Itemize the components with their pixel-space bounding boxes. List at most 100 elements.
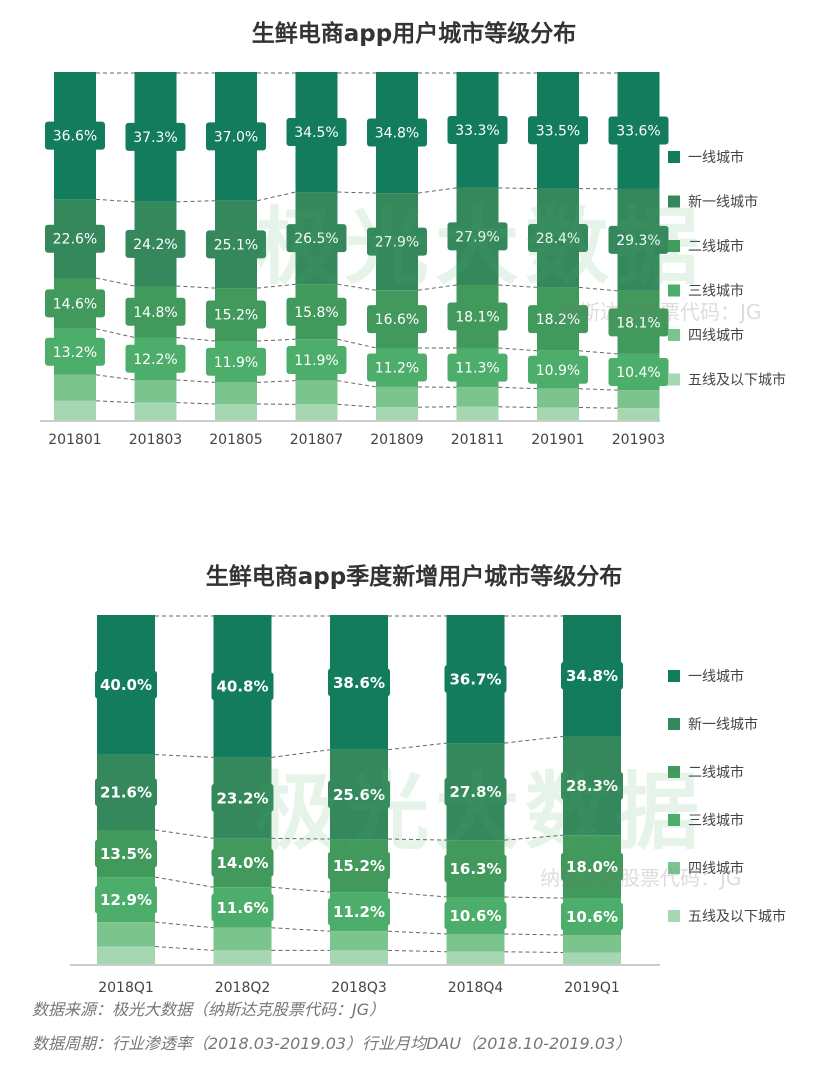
bar-1-201809-s4	[376, 386, 418, 408]
bar-1-201801-s5	[54, 400, 96, 420]
bar-1-201803-s4	[134, 379, 177, 403]
data-label-1-6-s3: 10.9%	[536, 363, 580, 379]
footer-period: 数据周期：行业渗透率（2018.03-2019.03）行业月均DAU（2018.…	[32, 1034, 632, 1053]
data-label-1-0-s1: 22.6%	[53, 232, 97, 248]
data-label-1-0-s2: 14.6%	[53, 296, 97, 312]
x-tick-label-2-1: 2018Q2	[215, 980, 271, 996]
data-label-1-2-s0: 37.0%	[214, 129, 258, 145]
data-label-bg-1-6-s3	[528, 355, 588, 384]
data-label-bg-1-2-s1	[206, 230, 266, 259]
data-label-bg-2-0-s1	[95, 778, 157, 807]
legend-label-2-3: 三线城市	[688, 812, 744, 829]
data-label-bg-2-4-s0	[561, 661, 623, 690]
bar-2-2018Q2-s5	[213, 950, 272, 964]
data-label-2-3-s2: 16.3%	[449, 860, 501, 878]
legend-label-2-5: 五线及以下城市	[688, 908, 786, 925]
connector-2-s3-1	[271, 886, 331, 893]
data-label-2-2-s0: 38.6%	[333, 674, 385, 692]
x-tick-label-2-3: 2018Q4	[448, 980, 504, 996]
data-label-2-2-s2: 15.2%	[333, 857, 385, 875]
data-label-2-3-s3: 10.6%	[449, 907, 501, 925]
legend-label-2-2: 二线城市	[688, 764, 744, 781]
bar-2-2019Q1-s5	[563, 952, 621, 964]
connector-2-s4-2	[387, 930, 447, 935]
data-label-1-3-s3: 11.9%	[294, 353, 338, 369]
legend-swatch-1-5	[668, 373, 680, 386]
legend-swatch-1-2	[668, 240, 680, 252]
data-label-bg-2-1-s1	[211, 783, 274, 812]
data-label-bg-2-2-s3	[328, 897, 390, 926]
data-label-bg-1-5-s3	[447, 353, 508, 382]
data-label-2-4-s1: 28.3%	[566, 777, 618, 795]
bar-2-2018Q3-s5	[330, 950, 388, 964]
x-tick-label-1-6: 201901	[531, 432, 584, 448]
data-label-2-1-s1: 23.2%	[216, 789, 268, 807]
legend-label-2-4: 四线城市	[688, 860, 744, 877]
data-label-2-2-s1: 25.6%	[333, 786, 385, 804]
x-tick-label-1-7: 201903	[612, 432, 665, 448]
data-label-1-4-s2: 16.6%	[375, 312, 419, 328]
data-label-1-1-s3: 12.2%	[133, 352, 177, 368]
data-label-bg-1-5-s1	[447, 222, 508, 251]
data-label-bg-2-2-s1	[328, 780, 390, 809]
data-label-bg-1-5-s0	[447, 115, 508, 144]
data-label-bg-1-4-s0	[367, 118, 427, 147]
connector-2-s2-3	[504, 834, 564, 841]
data-label-1-0-s0: 36.6%	[53, 129, 97, 145]
legend-swatch-1-3	[668, 284, 680, 297]
data-label-2-0-s0: 40.0%	[100, 676, 152, 694]
connector-2-s4-3	[504, 933, 564, 936]
x-tick-label-1-4: 201809	[370, 432, 423, 448]
data-label-1-3-s1: 26.5%	[294, 231, 338, 247]
legend-swatch-1-4	[668, 329, 680, 341]
data-label-2-4-s0: 34.8%	[566, 667, 618, 685]
legend-swatch-1-0	[668, 151, 680, 163]
bar-2-2019Q1-s4	[563, 935, 621, 953]
x-tick-label-1-5: 201811	[451, 432, 504, 448]
bar-1-201807-s5	[295, 404, 338, 420]
data-label-2-1-s0: 40.8%	[216, 678, 268, 696]
data-label-2-2-s3: 11.2%	[333, 903, 385, 921]
bar-1-201807-s4	[295, 380, 338, 405]
data-label-bg-1-0-s1	[45, 224, 105, 253]
connector-2-s2-0	[154, 829, 214, 839]
data-label-1-7-s1: 29.3%	[616, 233, 660, 249]
data-label-2-3-s0: 36.7%	[449, 670, 501, 688]
bar-1-201811-s4	[456, 387, 499, 407]
connector-2-s5-0	[154, 946, 214, 951]
data-label-bg-2-0-s2	[95, 839, 157, 868]
data-label-bg-2-3-s1	[444, 777, 507, 806]
data-label-1-2-s2: 15.2%	[214, 308, 258, 324]
legend-swatch-2-5	[668, 910, 680, 922]
data-label-bg-1-3-s3	[286, 345, 347, 374]
data-label-1-2-s1: 25.1%	[214, 237, 258, 253]
data-label-1-6-s2: 18.2%	[536, 312, 580, 328]
data-label-bg-2-2-s0	[328, 668, 390, 697]
data-label-bg-1-2-s2	[206, 300, 266, 329]
data-label-bg-2-4-s2	[561, 852, 623, 881]
data-label-1-7-s2: 18.1%	[616, 315, 660, 331]
connector-2-s3-3	[504, 896, 564, 899]
connector-2-s1-2	[387, 742, 447, 751]
x-tick-label-2-0: 2018Q1	[98, 980, 154, 996]
data-label-bg-1-3-s1	[286, 224, 347, 253]
legend-label-1-4: 四线城市	[688, 327, 744, 344]
bar-2-2018Q3-s4	[330, 931, 388, 951]
data-label-1-5-s0: 33.3%	[455, 123, 499, 139]
data-label-1-5-s2: 18.1%	[455, 310, 499, 326]
x-tick-label-1-1: 201803	[129, 432, 182, 448]
bar-1-201903-s4	[617, 390, 660, 409]
bar-1-201811-s5	[456, 406, 499, 420]
chart-1: 36.6% 22.6% 14.6% 13.2% 201801 37.3% 24.2% 14.8…	[40, 72, 786, 448]
data-label-bg-1-2-s0	[206, 122, 266, 151]
data-label-bg-1-1-s1	[125, 229, 186, 258]
data-label-2-0-s1: 21.6%	[100, 784, 152, 802]
data-label-2-4-s2: 18.0%	[566, 858, 618, 876]
data-label-2-4-s3: 10.6%	[566, 908, 618, 926]
data-label-bg-1-1-s0	[125, 122, 186, 151]
legend-swatch-2-4	[668, 862, 680, 874]
data-label-1-1-s2: 14.8%	[133, 305, 177, 321]
data-label-bg-1-7-s1	[608, 225, 669, 254]
data-label-1-6-s0: 33.5%	[536, 123, 580, 139]
footer-source: 数据来源：极光大数据（纳斯达克股票代码：JG）	[32, 1000, 386, 1019]
